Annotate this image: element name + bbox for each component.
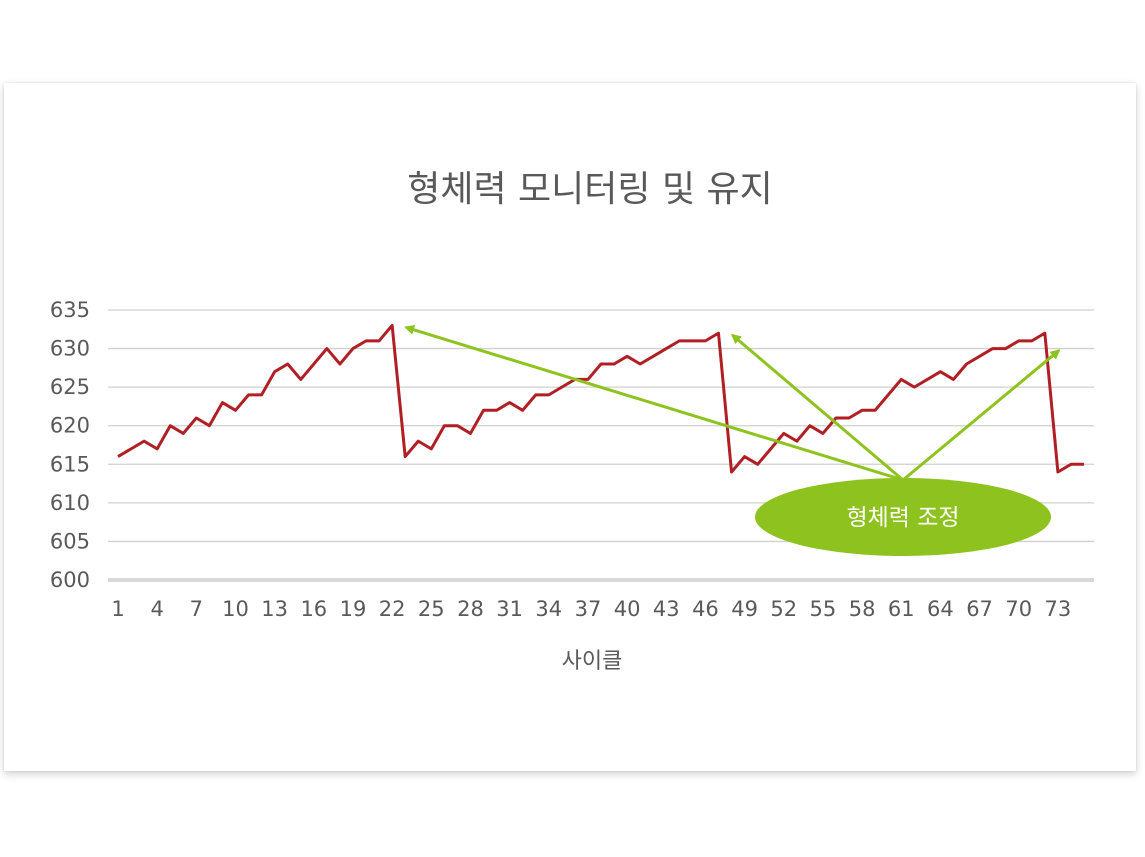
annotation-label: 형체력 조정 xyxy=(846,505,959,531)
annotation-arrow-3 xyxy=(902,349,1061,482)
y-axis-ticks: 600 605 610 615 620 625 630 635 xyxy=(50,298,90,592)
x-tick-label: 67 xyxy=(966,597,993,621)
y-tick-label: 615 xyxy=(50,452,90,476)
x-axis-label: 사이클 xyxy=(562,649,623,674)
y-tick-label: 630 xyxy=(50,337,90,361)
x-tick-label: 22 xyxy=(379,597,406,621)
chart-title: 형체력 모니터링 및 유지 xyxy=(407,169,773,210)
y-tick-label: 620 xyxy=(50,414,90,438)
x-tick-label: 49 xyxy=(731,597,758,621)
annotation-arrows xyxy=(404,324,1061,482)
annotation-callout xyxy=(755,478,1051,556)
y-tick-label: 635 xyxy=(50,298,90,322)
x-tick-label: 37 xyxy=(575,597,602,621)
annotation-arrow-2 xyxy=(730,333,904,482)
x-tick-label: 1 xyxy=(111,597,124,621)
y-tick-label: 600 xyxy=(50,568,90,592)
x-axis-ticks: 1 4 7 10 13 16 19 22 25 28 31 34 37 40 43 46 49 52 55 58 61 6… xyxy=(111,597,1071,621)
x-tick-label: 31 xyxy=(496,597,523,621)
y-tick-label: 605 xyxy=(50,529,90,553)
x-tick-label: 55 xyxy=(810,597,837,621)
x-tick-label: 10 xyxy=(222,597,249,621)
x-tick-label: 13 xyxy=(261,597,288,621)
x-tick-label: 73 xyxy=(1045,597,1072,621)
x-tick-label: 28 xyxy=(457,597,484,621)
y-tick-label: 610 xyxy=(50,491,90,515)
x-tick-label: 46 xyxy=(692,597,719,621)
y-tick-label: 625 xyxy=(50,375,90,399)
x-tick-label: 4 xyxy=(150,597,163,621)
x-tick-label: 61 xyxy=(888,597,915,621)
annotation-arrow-1 xyxy=(404,324,904,482)
x-tick-label: 25 xyxy=(418,597,445,621)
x-tick-label: 64 xyxy=(927,597,954,621)
x-tick-label: 16 xyxy=(300,597,327,621)
x-tick-label: 40 xyxy=(614,597,641,621)
x-tick-label: 43 xyxy=(653,597,680,621)
line-chart: 형체력 모니터링 및 유지 600 605 610 615 620 625 630 635 1… xyxy=(50,169,1094,674)
chart-slide: 형체력 모니터링 및 유지 600 605 610 615 620 625 630 635 1… xyxy=(4,83,1136,771)
x-tick-label: 19 xyxy=(340,597,367,621)
x-tick-label: 34 xyxy=(535,597,562,621)
x-tick-label: 58 xyxy=(849,597,876,621)
series-line xyxy=(117,323,1084,474)
x-tick-label: 70 xyxy=(1005,597,1032,621)
x-tick-label: 7 xyxy=(190,597,203,621)
x-tick-label: 52 xyxy=(770,597,797,621)
